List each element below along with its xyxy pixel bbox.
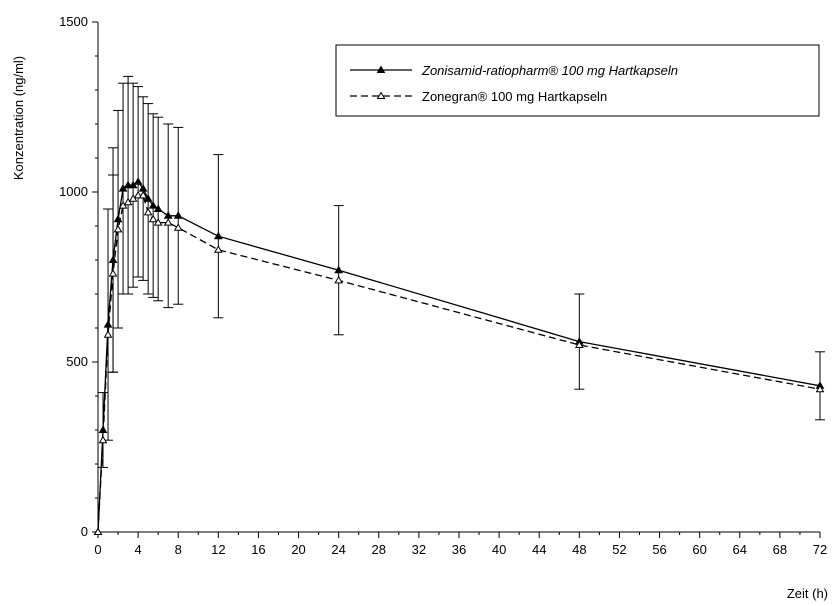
x-tick-label: 16 bbox=[251, 542, 265, 557]
data-point-series-2 bbox=[103, 330, 113, 338]
y-tick-label: 1000 bbox=[59, 184, 88, 199]
data-point-series-2 bbox=[133, 190, 143, 199]
data-point-series-1 bbox=[334, 265, 344, 274]
legend: Zonisamid-ratiopharm® 100 mg Hartkapseln… bbox=[335, 44, 820, 117]
data-point-series-2 bbox=[98, 435, 108, 444]
y-tick-label: 1500 bbox=[59, 14, 88, 29]
series-line-1 bbox=[97, 180, 821, 533]
legend-label-series-2: Zonegran® 100 mg Hartkapseln bbox=[422, 89, 607, 104]
x-tick-label: 24 bbox=[331, 542, 345, 557]
legend-marker-series-1 bbox=[376, 65, 386, 73]
data-point-series-1 bbox=[133, 177, 143, 185]
x-tick-label: 28 bbox=[372, 542, 386, 557]
data-point-series-2 bbox=[148, 214, 158, 223]
data-point-series-1 bbox=[103, 320, 113, 328]
legend-box bbox=[335, 44, 820, 117]
series-line-2 bbox=[97, 194, 821, 533]
x-tick-label: 48 bbox=[572, 542, 586, 557]
data-point-series-2 bbox=[138, 190, 148, 199]
data-point-series-2 bbox=[173, 223, 183, 231]
legend-marker-series-2 bbox=[376, 91, 386, 99]
x-tick-label: 32 bbox=[412, 542, 426, 557]
data-point-series-2 bbox=[334, 275, 344, 284]
x-tick-label: 56 bbox=[652, 542, 666, 557]
x-tick-label: 68 bbox=[773, 542, 787, 557]
x-tick-label: 0 bbox=[94, 542, 101, 557]
x-tick-label: 72 bbox=[813, 542, 827, 557]
data-point-series-1 bbox=[108, 255, 118, 263]
data-point-series-2 bbox=[163, 218, 173, 226]
data-point-series-2 bbox=[93, 527, 103, 535]
x-tick-label: 36 bbox=[452, 542, 466, 557]
legend-label-series-1: Zonisamid-ratiopharm® 100 mg Hartkapseln bbox=[421, 63, 678, 78]
x-tick-label: 20 bbox=[291, 542, 305, 557]
x-tick-label: 12 bbox=[211, 542, 225, 557]
data-point-series-2 bbox=[815, 384, 825, 393]
data-point-series-2 bbox=[213, 245, 223, 253]
data-point-series-2 bbox=[153, 218, 163, 226]
data-point-series-2 bbox=[574, 340, 584, 348]
data-point-series-1 bbox=[148, 201, 158, 209]
y-tick-label: 500 bbox=[66, 354, 88, 369]
data-point-series-1 bbox=[123, 180, 133, 189]
data-point-series-2 bbox=[113, 224, 123, 233]
data-point-series-1 bbox=[213, 231, 223, 240]
x-axis-label: Zeit (h) bbox=[787, 586, 828, 601]
y-axis-label: Konzentration (ng/ml) bbox=[11, 56, 26, 180]
data-point-series-2 bbox=[143, 207, 153, 216]
x-tick-label: 64 bbox=[733, 542, 747, 557]
x-tick-label: 52 bbox=[612, 542, 626, 557]
x-tick-label: 4 bbox=[134, 542, 141, 557]
data-point-series-1 bbox=[153, 204, 163, 212]
data-point-series-1 bbox=[173, 211, 183, 219]
x-tick-label: 8 bbox=[175, 542, 182, 557]
x-tick-label: 60 bbox=[692, 542, 706, 557]
x-tick-label: 44 bbox=[532, 542, 546, 557]
data-point-series-2 bbox=[108, 269, 118, 277]
x-tick-label: 40 bbox=[492, 542, 506, 557]
y-tick-label: 0 bbox=[81, 524, 88, 539]
